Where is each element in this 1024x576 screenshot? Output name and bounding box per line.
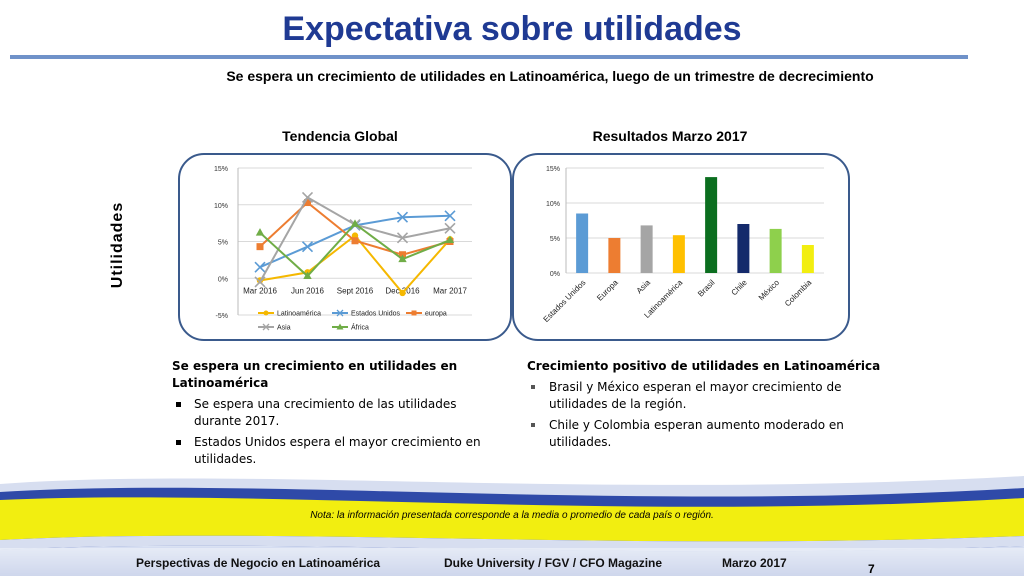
line-chart-title: Tendencia Global xyxy=(282,128,398,144)
legend-label: Latinoamérica xyxy=(277,311,321,318)
data-point xyxy=(444,210,456,222)
y-tick-label: 5% xyxy=(550,236,560,243)
data-point xyxy=(254,261,266,273)
data-point xyxy=(304,199,311,207)
y-tick-label: 15% xyxy=(546,166,560,173)
data-point xyxy=(303,271,312,280)
x-tick-label: Chile xyxy=(730,278,750,298)
data-point xyxy=(301,241,314,253)
utilidades-side-label: Utilidades xyxy=(109,201,126,289)
x-tick-label: Brasil xyxy=(696,278,717,299)
bar-chart-frame: 0% 5% 10% 15% Estados Unidos Europa Asia Latino… xyxy=(512,153,850,341)
y-tick-label: 15% xyxy=(214,166,228,173)
slide-title: Expectativa sobre utilidades xyxy=(282,10,742,48)
right-bullet-list: Brasil y México esperan el mayor crecimi… xyxy=(527,379,897,451)
data-point xyxy=(444,222,456,234)
data-point xyxy=(351,237,359,245)
y-tick-label: 10% xyxy=(214,203,228,210)
title-underline xyxy=(10,55,968,59)
x-tick-label: Mar 2017 xyxy=(433,286,467,295)
data-point xyxy=(399,289,406,297)
legend-label: África xyxy=(351,323,369,332)
legend-marker xyxy=(263,310,269,316)
data-point xyxy=(256,243,264,251)
bar xyxy=(705,177,718,273)
y-tick-label: 0% xyxy=(550,271,560,278)
left-text-block: Se espera un crecimiento en utilidades e… xyxy=(172,358,502,472)
x-tick-label: Estados Unidos xyxy=(542,278,588,324)
right-bullet: Chile y Colombia esperan aumento moderad… xyxy=(527,417,897,451)
y-tick-label: -5% xyxy=(216,313,228,320)
bar xyxy=(672,235,685,273)
x-tick-label: Europa xyxy=(595,278,620,303)
x-tick-label: Sept 2016 xyxy=(337,286,374,295)
right-bullet: Brasil y México esperan el mayor crecimi… xyxy=(527,379,897,413)
data-point xyxy=(445,235,455,244)
line-chart: -5%0%5%10%15%Mar 2016 Jun 2016 Sept 2016 De… xyxy=(214,166,472,332)
footer-date: Marzo 2017 xyxy=(722,556,787,570)
legend-marker xyxy=(262,323,270,331)
series-line xyxy=(259,201,451,256)
bar xyxy=(769,228,782,273)
footnote: Nota: la información presentada correspo… xyxy=(310,510,714,521)
x-tick-label: Asia xyxy=(635,278,653,296)
legend-label: europa xyxy=(425,311,447,318)
left-heading: Se espera un crecimiento en utilidades e… xyxy=(172,359,458,390)
x-tick-label: Jun 2016 xyxy=(291,286,324,295)
left-bullet: Estados Unidos espera el mayor crecimien… xyxy=(172,434,502,468)
page-number: 7 xyxy=(868,562,875,576)
x-tick-label: México xyxy=(757,278,782,303)
bar xyxy=(737,224,750,273)
bar xyxy=(801,245,814,273)
bar-chart: 0%5%10%15%Estados Unidos Europa AsiaLatino… xyxy=(542,166,824,324)
bar xyxy=(576,213,589,273)
footer-center: Duke University / FGV / CFO Magazine xyxy=(444,556,663,570)
data-point xyxy=(301,191,314,203)
bar-chart-title: Resultados Marzo 2017 xyxy=(592,128,748,144)
y-tick-label: 0% xyxy=(218,276,228,283)
y-tick-label: 5% xyxy=(218,240,228,247)
data-point xyxy=(396,211,409,223)
data-point xyxy=(254,276,266,288)
legend-label: Estados Unidos xyxy=(351,311,401,318)
legend-label: Asia xyxy=(277,325,291,332)
y-tick-label: 10% xyxy=(546,201,560,208)
data-point xyxy=(396,232,409,244)
bar xyxy=(608,238,621,273)
data-point xyxy=(351,232,359,239)
slide-subtitle: Se espera un crecimiento de utilidades e… xyxy=(226,68,874,84)
footer-left: Perspectivas de Negocio en Latinoamérica xyxy=(136,556,381,570)
right-heading: Crecimiento positivo de utilidades en La… xyxy=(527,359,881,373)
bar xyxy=(640,225,653,273)
left-bullet-list: Se espera una crecimiento de las utilida… xyxy=(172,396,502,468)
data-point xyxy=(398,254,407,263)
data-point xyxy=(255,228,265,236)
line-chart-frame: -5% 0% 5% 10% 15% Mar 2016 Jun 2016 Sept 2016 De… xyxy=(178,153,512,341)
legend-marker xyxy=(336,309,344,317)
x-tick-label: Mar 2016 xyxy=(243,286,277,295)
legend-marker xyxy=(411,310,417,316)
legend-marker xyxy=(336,323,344,330)
x-tick-label: Colombia xyxy=(783,278,814,309)
right-text-block: Crecimiento positivo de utilidades en La… xyxy=(527,358,897,455)
data-point xyxy=(350,219,360,227)
left-bullet: Se espera una crecimiento de las utilida… xyxy=(172,396,502,430)
footer-wave-band xyxy=(0,470,1024,576)
